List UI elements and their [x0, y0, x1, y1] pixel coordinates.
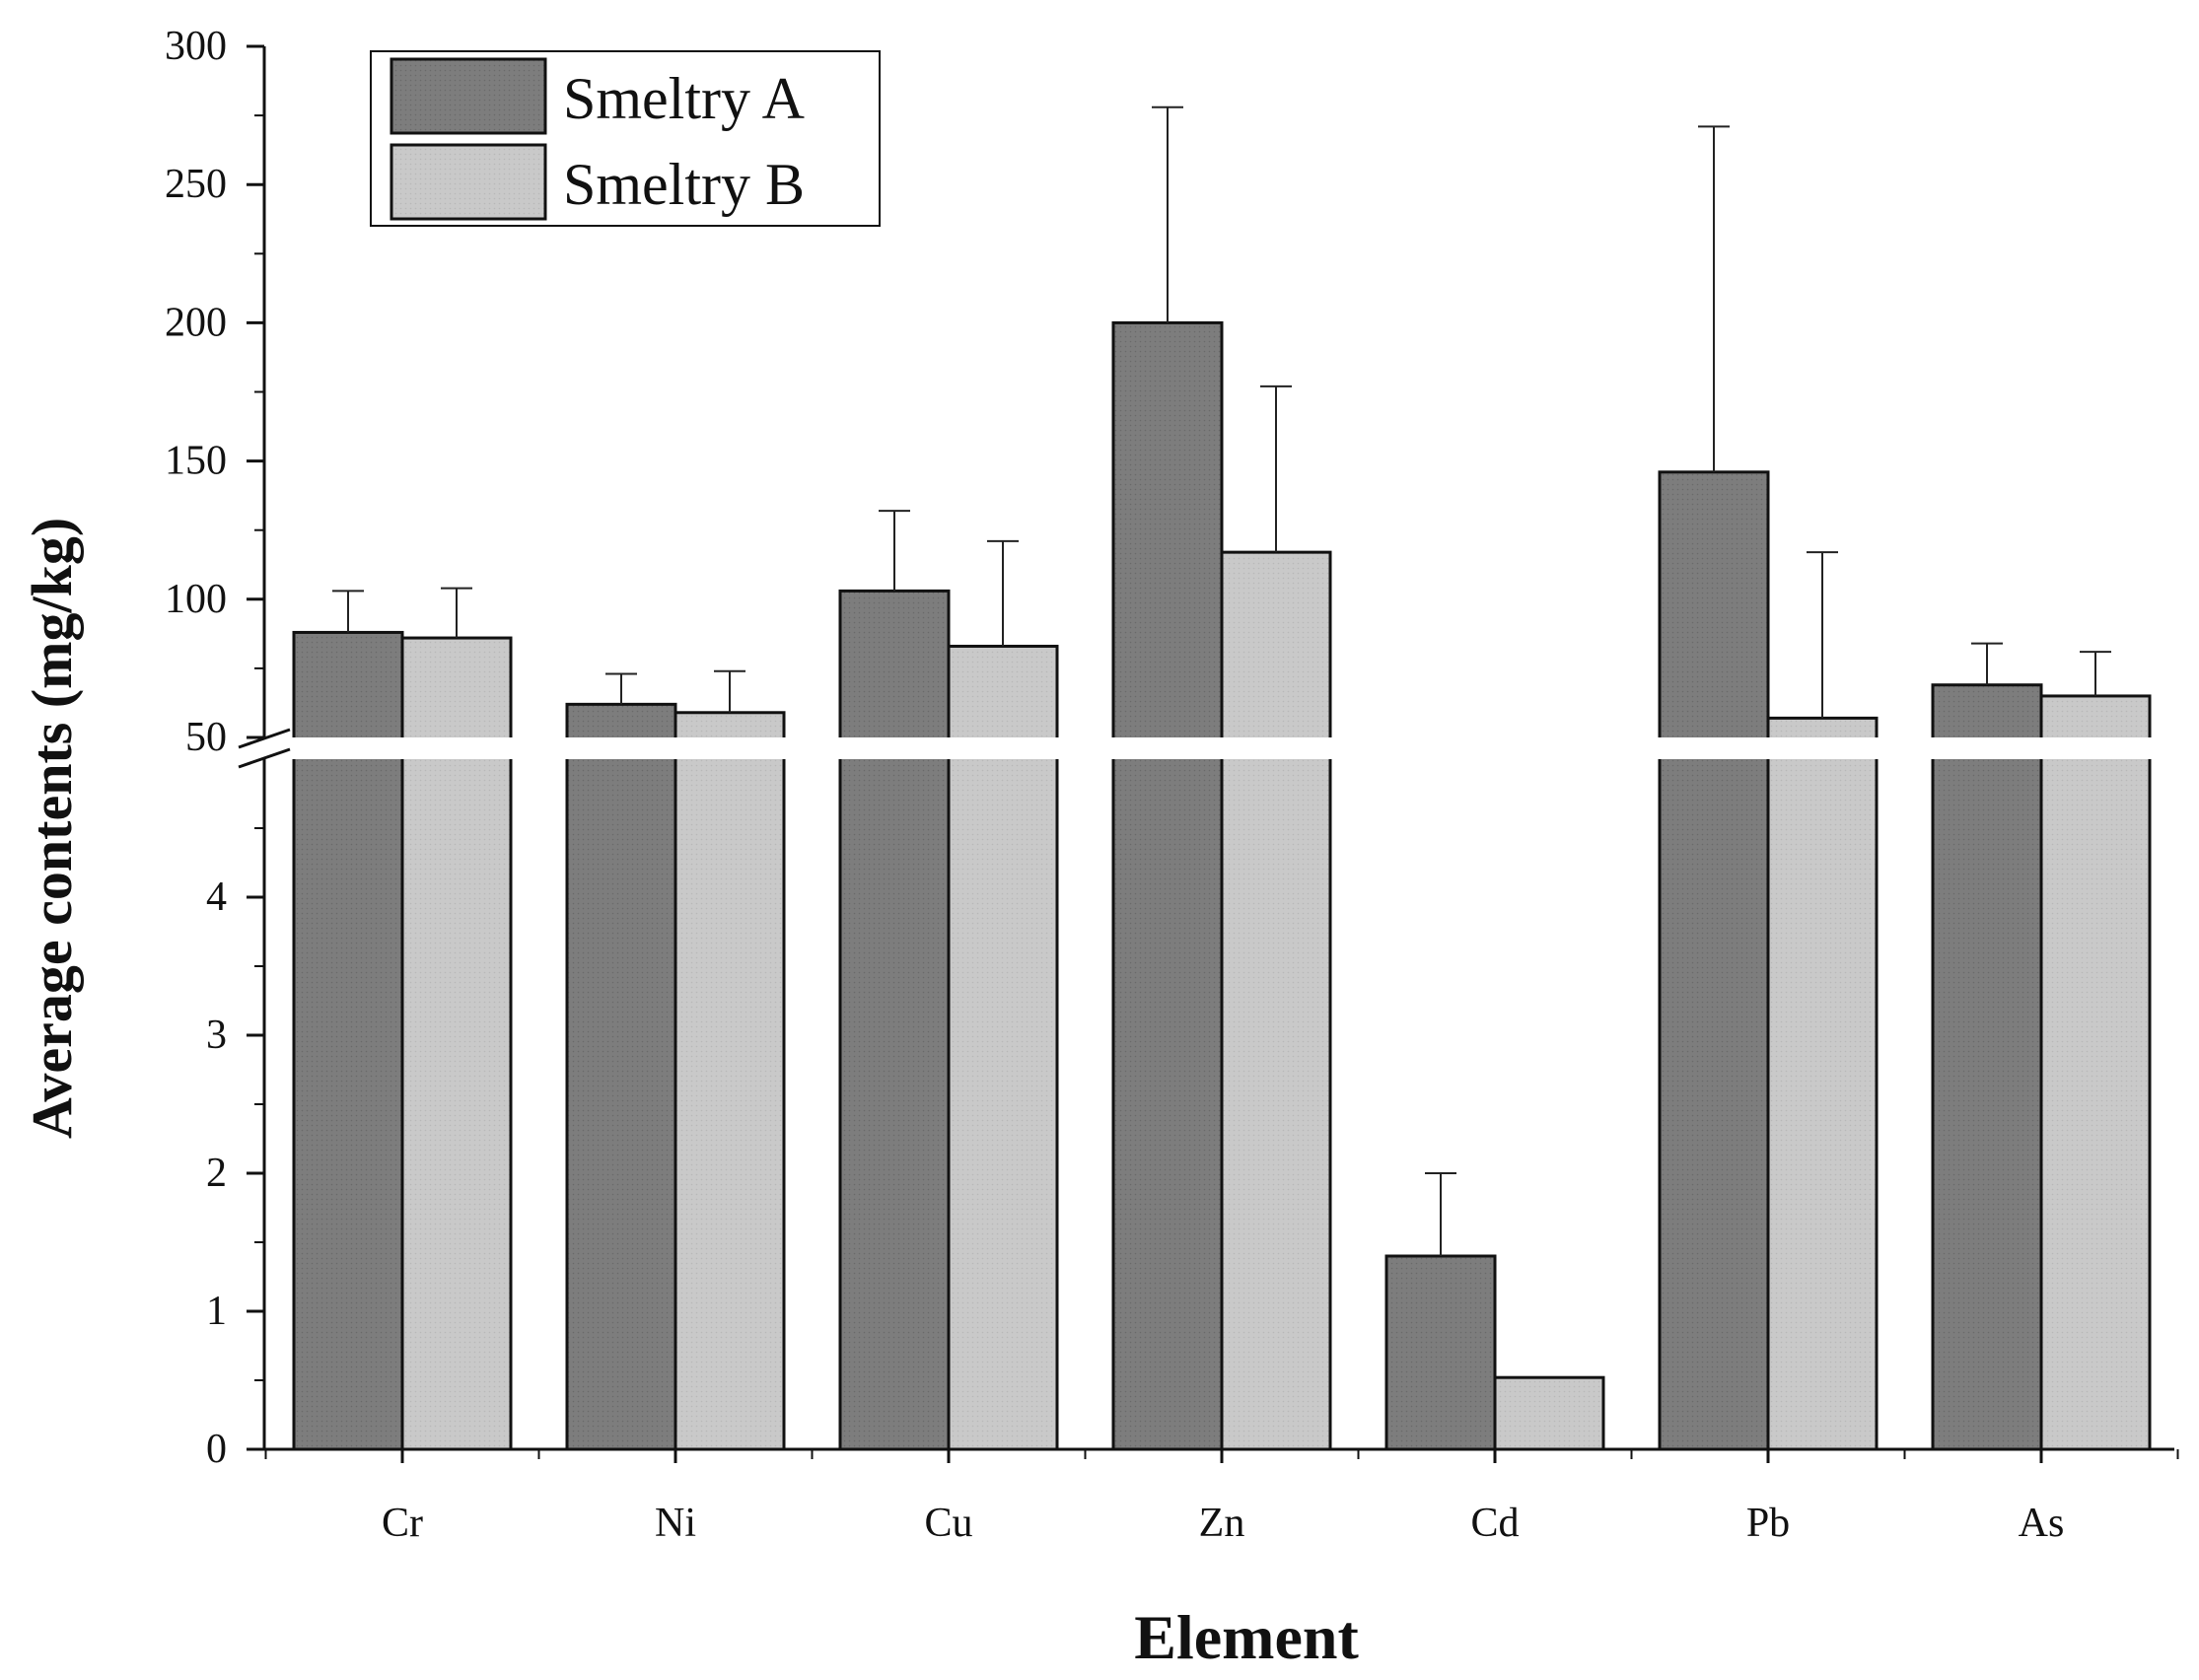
- tick-labels: Cr Ni Cu Zn Cd Pb As 50 100 150 200 250 300 0 1 2 3 4: [165, 24, 2064, 1546]
- axes: [238, 44, 2179, 1463]
- x-tick-label-cu: Cu: [924, 1501, 972, 1546]
- bar-smeltry-b-ni: [674, 711, 786, 1451]
- legend: Smeltry A Smeltry B: [370, 50, 881, 227]
- y-tick-label-4: 4: [206, 875, 227, 920]
- bar-smeltry-b-cd: [1493, 1375, 1605, 1451]
- error-bars-layer: [332, 105, 2111, 1256]
- y-tick-label-300: 300: [165, 24, 227, 69]
- bars-layer: [292, 320, 2152, 1451]
- legend-label-a: Smeltry A: [563, 66, 805, 131]
- x-tick-label-zn: Zn: [1199, 1501, 1245, 1546]
- x-axis-title: Element: [1134, 1602, 1359, 1672]
- x-tick-label-cr: Cr: [382, 1501, 423, 1546]
- x-tick-label-as: As: [2019, 1501, 2065, 1546]
- axis-break: [225, 737, 2174, 759]
- bar-smeltry-b-cr: [400, 636, 513, 1451]
- y-tick-label-250: 250: [165, 162, 227, 207]
- bar-smeltry-a-cd: [1384, 1254, 1497, 1451]
- bar-smeltry-a-zn: [1111, 320, 1224, 1451]
- x-tick-label-pb: Pb: [1746, 1501, 1790, 1546]
- y-tick-label-50: 50: [185, 715, 227, 760]
- bar-smeltry-a-cr: [292, 630, 404, 1451]
- y-axis-title: Average contents (mg/kg): [20, 518, 84, 1139]
- bar-smeltry-b-zn: [1220, 550, 1332, 1451]
- x-tick-label-ni: Ni: [655, 1501, 696, 1546]
- bar-smeltry-b-cu: [947, 644, 1059, 1451]
- bar-smeltry-b-pb: [1766, 716, 1879, 1451]
- y-tick-label-100: 100: [165, 577, 227, 622]
- break-mark-bottom: [238, 747, 291, 769]
- bar-smeltry-a-cu: [838, 589, 951, 1451]
- bar-smeltry-a-as: [1931, 683, 2043, 1451]
- y-tick-label-0: 0: [206, 1427, 227, 1472]
- legend-label-b: Smeltry B: [563, 152, 805, 217]
- bar-smeltry-a-pb: [1658, 470, 1770, 1451]
- legend-swatch-a: [390, 57, 547, 135]
- y-tick-label-3: 3: [206, 1013, 227, 1058]
- legend-swatch-b: [390, 143, 547, 221]
- x-tick-label-cd: Cd: [1470, 1501, 1519, 1546]
- bar-smeltry-a-ni: [565, 702, 677, 1451]
- y-tick-label-1: 1: [206, 1289, 227, 1334]
- bar-smeltry-b-as: [2039, 694, 2152, 1451]
- y-tick-label-150: 150: [165, 439, 227, 484]
- y-tick-label-2: 2: [206, 1151, 227, 1196]
- y-tick-label-200: 200: [165, 300, 227, 345]
- axis-break-band: [225, 737, 2174, 759]
